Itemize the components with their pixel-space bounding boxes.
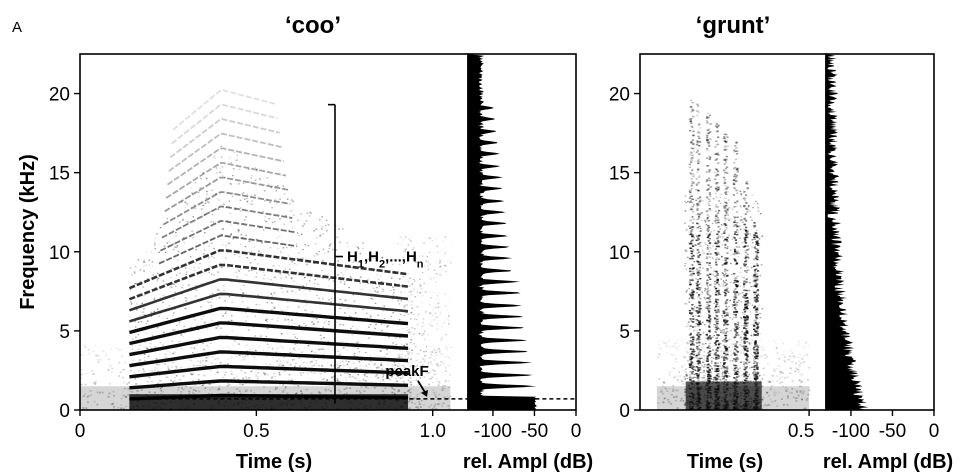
grunt-spectrum-profile xyxy=(826,54,869,410)
coo-spectrum-frame xyxy=(467,53,577,411)
coo-title: ‘coo’ xyxy=(285,12,341,39)
coo-spectrum xyxy=(468,54,537,410)
grunt-spectrum xyxy=(826,54,869,410)
ylabel: Frequency (kHz) xyxy=(17,154,39,310)
coo-xlabel: Time (s) xyxy=(236,451,312,473)
grunt-ytick-label: 5 xyxy=(619,322,630,343)
coo-spectrogram xyxy=(80,88,452,410)
coo-xtick-label: 1.0 xyxy=(420,421,446,442)
coo-spectrum-xtick-label: 0 xyxy=(571,421,582,442)
coo-ytick-label: 15 xyxy=(49,164,70,185)
coo-spectrum-xtick-label: -100 xyxy=(474,421,512,442)
coo-xtick-label: 0 xyxy=(75,421,86,442)
grunt-axes: 0 5 10 15 20 0.5 -100 -50 0 xyxy=(609,85,939,442)
harmonics-label: H1,H2,...,Hn xyxy=(347,249,424,271)
coo-spectrum-xtick-label: -50 xyxy=(521,421,548,442)
grunt-ytick-label: 15 xyxy=(609,164,630,185)
coo-xtick-label: 0.5 xyxy=(243,421,269,442)
grunt-ytick-label: 20 xyxy=(609,85,630,106)
coo-ytick-label: 20 xyxy=(49,85,70,106)
grunt-spectrogram xyxy=(656,99,811,410)
coo-ytick-label: 0 xyxy=(59,401,70,422)
grunt-ytick-label: 10 xyxy=(609,243,630,264)
coo-ytick-label: 5 xyxy=(59,322,70,343)
coo-spectrum-profile xyxy=(468,54,537,410)
coo-spectrogram-frame xyxy=(79,53,469,411)
grunt-title: ‘grunt’ xyxy=(696,12,771,39)
grunt-spectrum-xtick-label: 0 xyxy=(929,421,940,442)
grunt-spectrum-xtick-label: -100 xyxy=(832,421,870,442)
coo-annotations: H1,H2,...,Hn peakF xyxy=(129,103,576,404)
coo-ytick-label: 10 xyxy=(49,243,70,264)
grunt-xlabel: Time (s) xyxy=(687,451,763,473)
grunt-spectrum-xtick-label: -50 xyxy=(879,421,906,442)
grunt-xtick-label: 0.5 xyxy=(788,421,814,442)
grunt-spectrum-xlabel: rel. Ampl (dB) xyxy=(823,451,953,473)
grunt-spectrogram-frame xyxy=(639,53,827,411)
coo-spectrum-xlabel: rel. Ampl (dB) xyxy=(463,451,593,473)
panel-label: A xyxy=(12,19,22,36)
coo-axes: 0 5 10 15 20 0 0.5 1.0 -100 -50 0 xyxy=(49,85,581,442)
grunt-spectrum-frame xyxy=(825,53,935,411)
grunt-ytick-label: 0 xyxy=(619,401,630,422)
peakF-label: peakF xyxy=(385,363,428,380)
